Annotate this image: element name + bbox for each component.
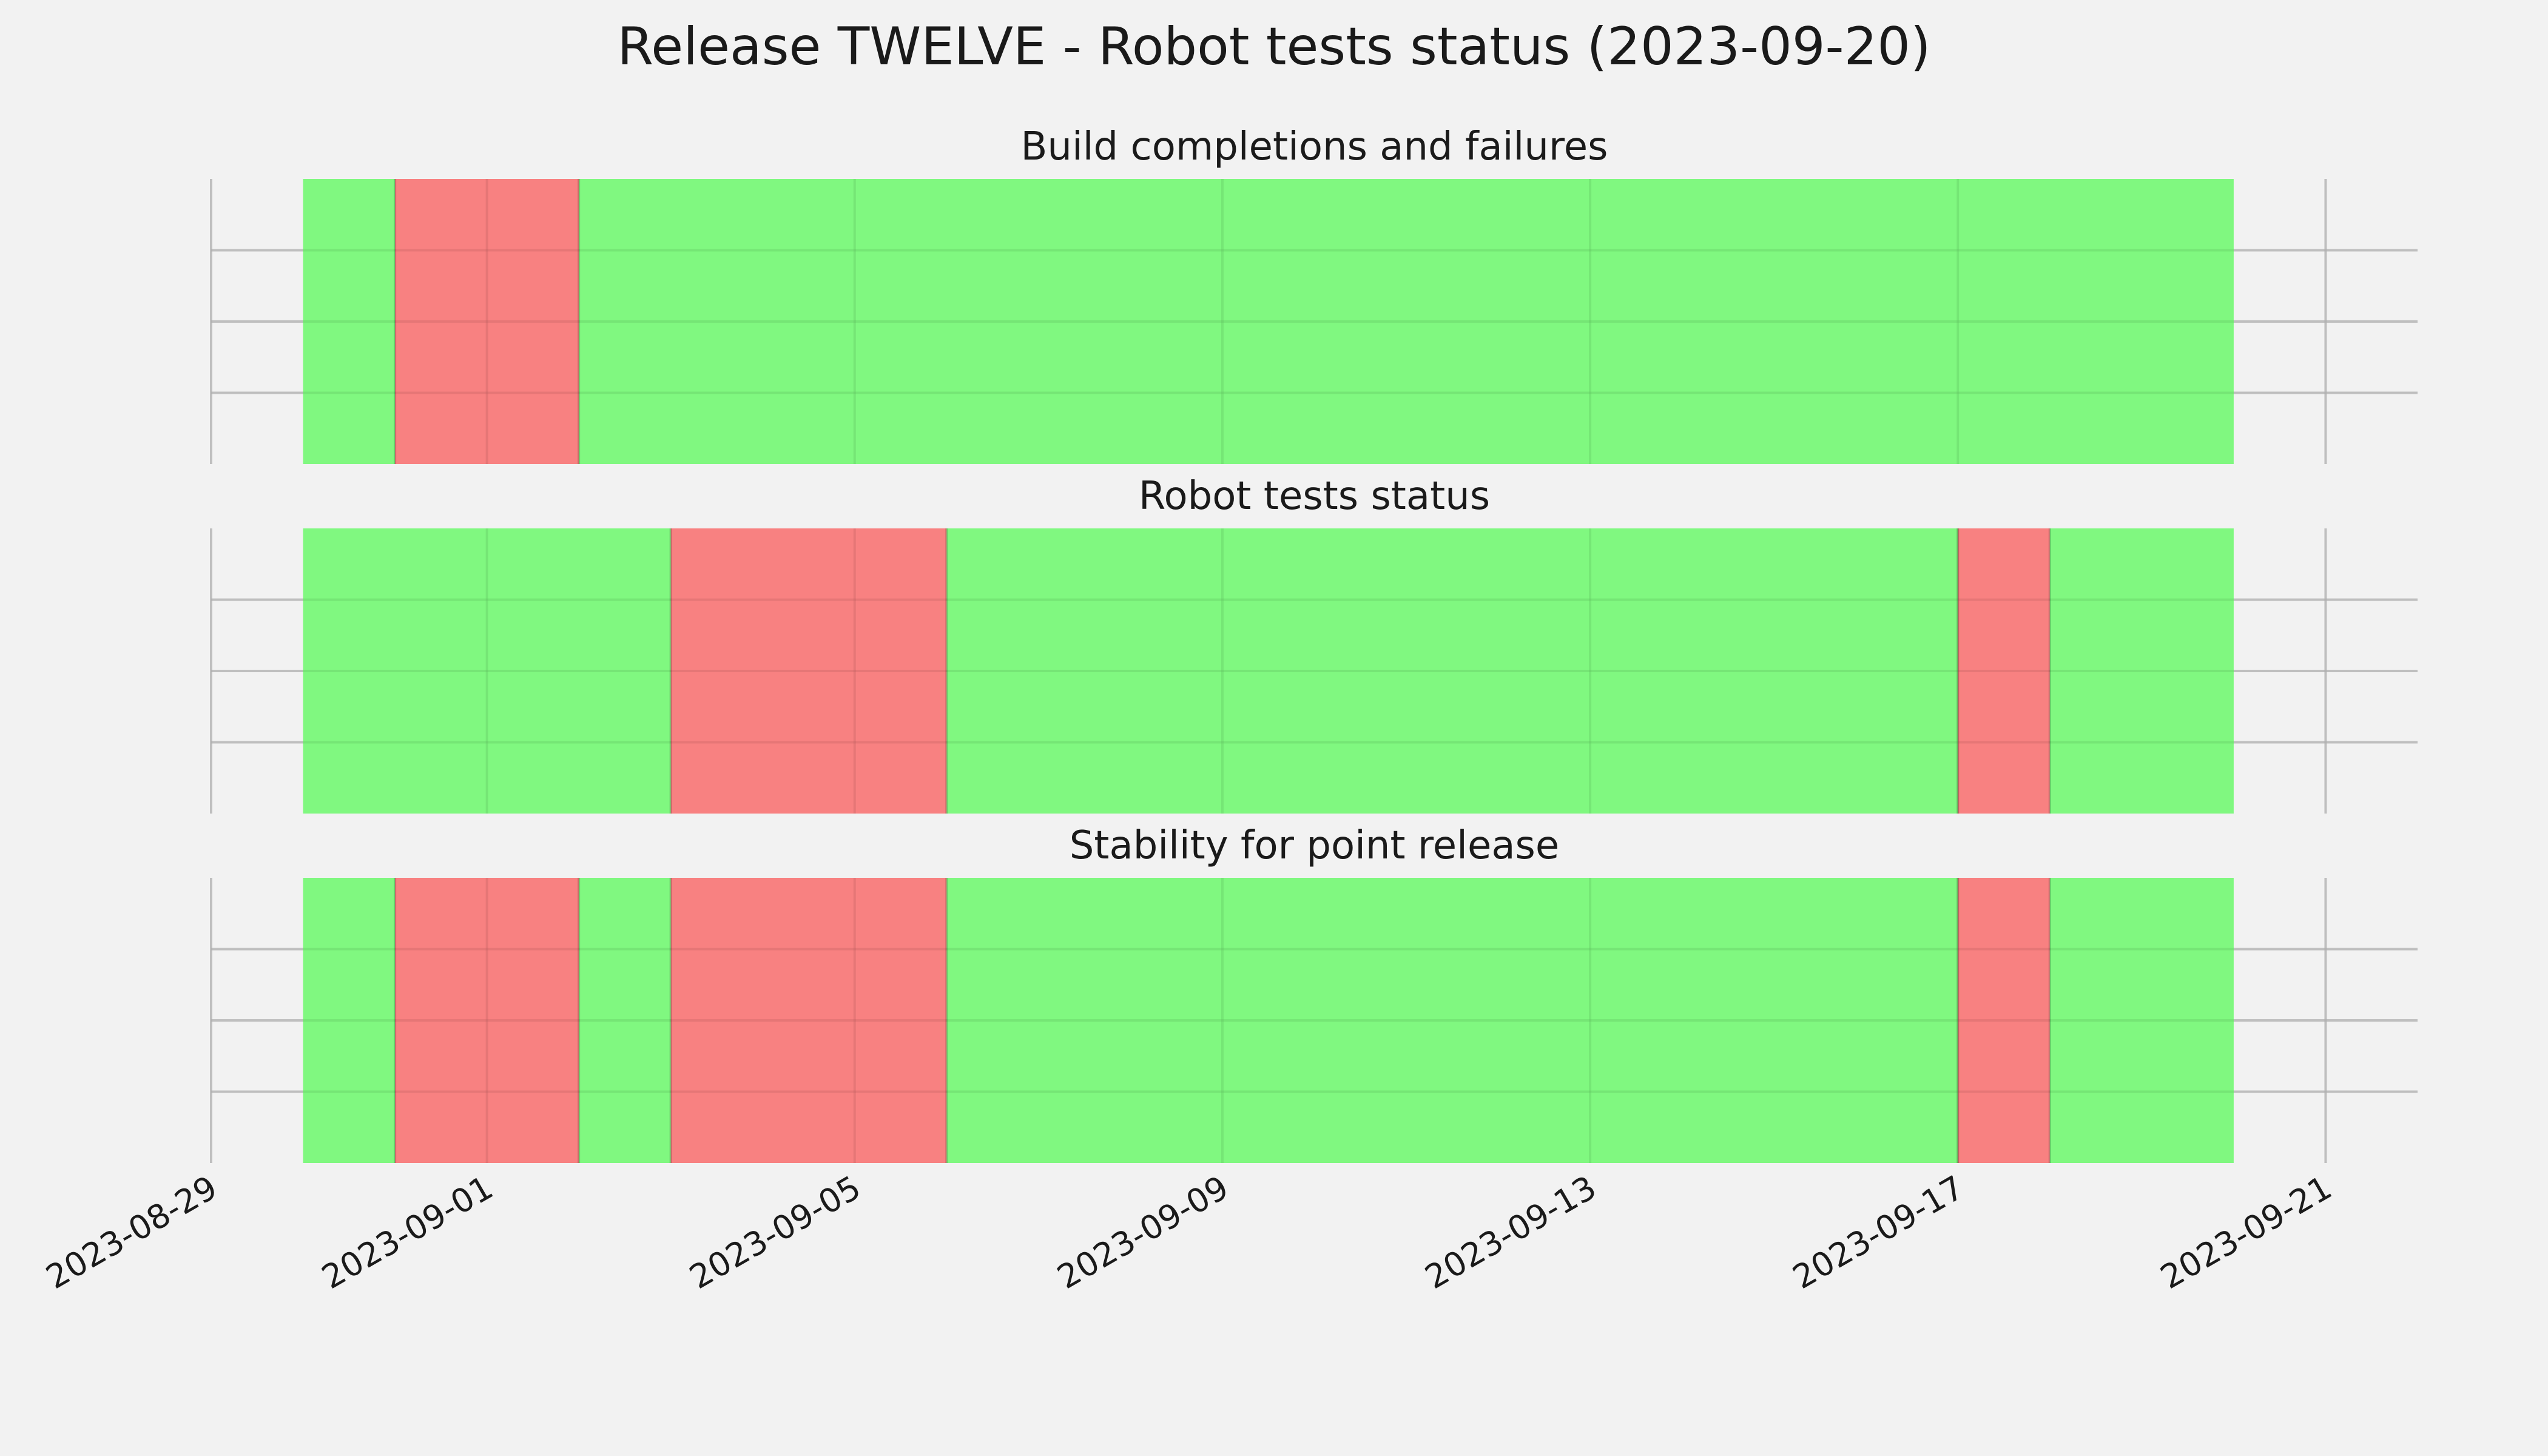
status-segment-fail [395, 878, 579, 1163]
status-segment-pass [579, 179, 2234, 464]
status-segment-pass [579, 878, 671, 1163]
chart-panels: Build completions and failures Robot test… [39, 124, 2418, 1296]
status-segment-fail [670, 528, 947, 814]
panel-2: Robot tests status [210, 474, 2418, 814]
status-segment-pass [946, 528, 1958, 814]
panel-1: Build completions and failures [210, 124, 2418, 464]
status-segment-pass [303, 179, 396, 464]
status-segment-pass [946, 878, 1958, 1163]
figure-title: Release TWELVE - Robot tests status (202… [617, 16, 1930, 77]
status-segment-pass [2049, 528, 2234, 814]
panel-title: Robot tests status [1139, 474, 1490, 519]
panel-title: Stability for point release [1070, 823, 1560, 868]
status-segment-pass [303, 528, 671, 814]
status-segment-fail [1958, 878, 2050, 1163]
status-segment-fail [670, 878, 947, 1163]
status-segment-fail [395, 179, 579, 464]
status-segment-fail [1958, 528, 2050, 814]
status-segment-pass [303, 878, 396, 1163]
panel-title: Build completions and failures [1021, 124, 1608, 169]
status-segment-pass [2049, 878, 2234, 1163]
